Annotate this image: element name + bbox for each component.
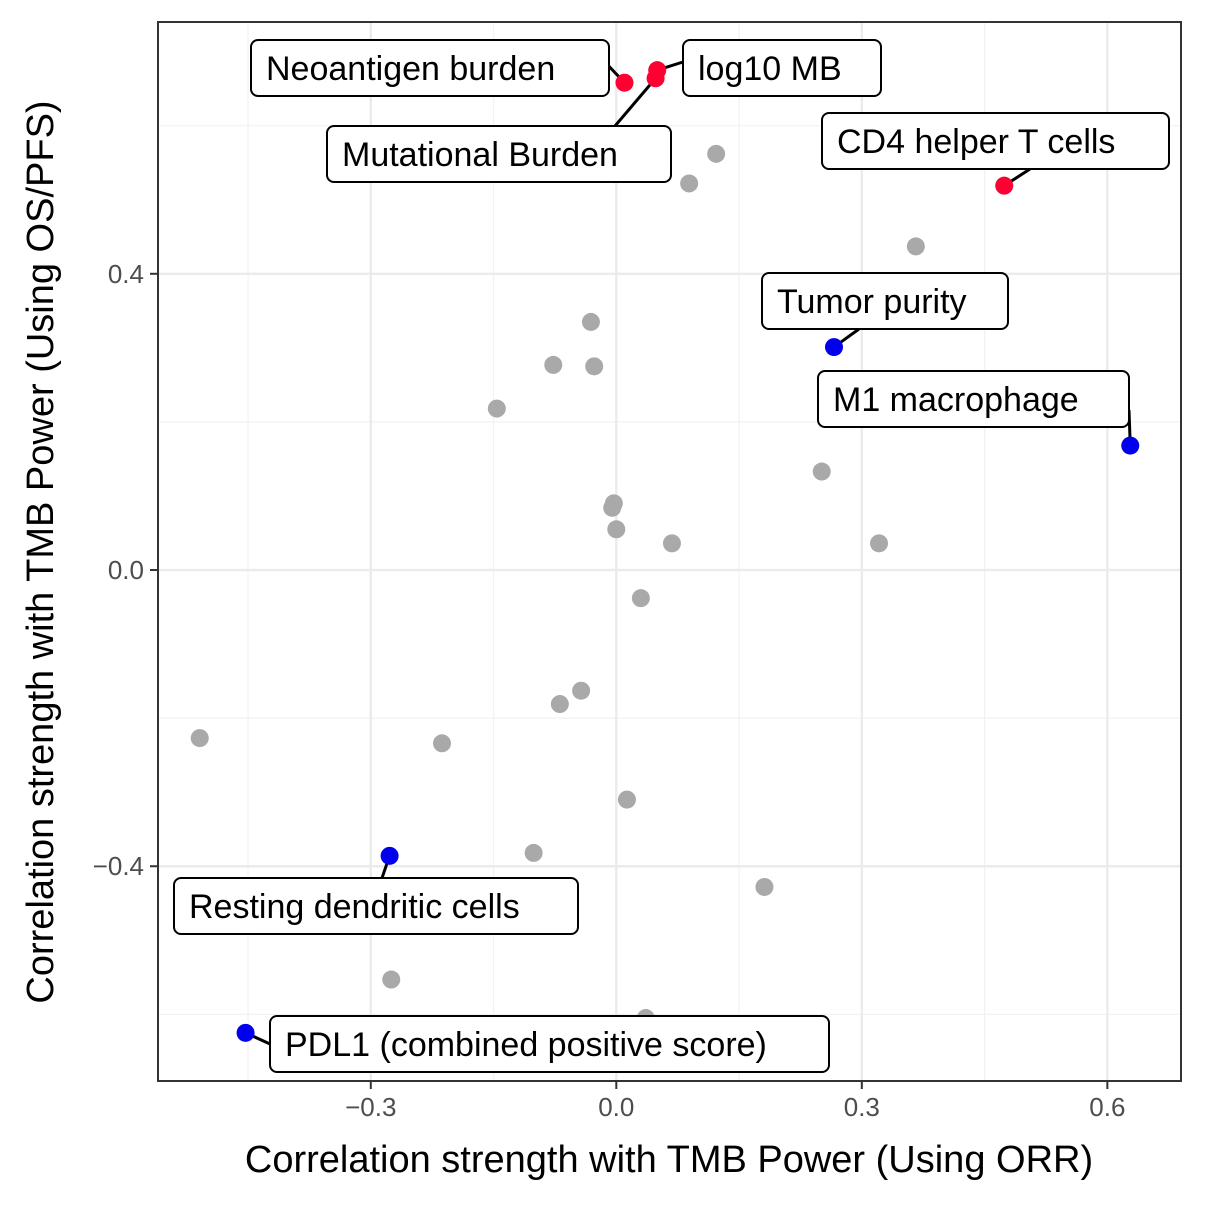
data-point bbox=[607, 520, 626, 539]
point-label-text: Neoantigen burden bbox=[266, 50, 555, 88]
point-label-text: Resting dendritic cells bbox=[189, 888, 520, 926]
data-point bbox=[680, 174, 699, 193]
data-points bbox=[190, 61, 1140, 1042]
point-label-box bbox=[761, 272, 1009, 330]
point-labels: Neoantigen burden log10 MB Mutational Burd… bbox=[173, 39, 1170, 1073]
data-point bbox=[432, 734, 451, 753]
highlighted-data-point bbox=[236, 1023, 255, 1042]
data-point bbox=[662, 534, 681, 553]
y-tick-label: 0.4 bbox=[108, 259, 144, 289]
point-label-text: Mutational Burden bbox=[342, 136, 618, 174]
point-label-box bbox=[817, 370, 1130, 428]
data-point bbox=[755, 877, 774, 896]
label-connectors bbox=[250, 60, 1132, 1046]
data-point bbox=[707, 144, 726, 163]
point-label-text: log10 MB bbox=[698, 50, 842, 88]
data-point bbox=[382, 970, 401, 989]
data-point bbox=[572, 681, 591, 700]
x-tick-label: 0.3 bbox=[844, 1092, 880, 1122]
data-point bbox=[544, 355, 563, 374]
point-label-box bbox=[250, 39, 610, 97]
point-label-text: PDL1 (combined positive score) bbox=[285, 1026, 767, 1064]
data-point bbox=[190, 729, 209, 748]
label-connector bbox=[837, 327, 860, 345]
highlighted-data-point bbox=[646, 69, 665, 88]
label-connector bbox=[613, 81, 653, 127]
point-label: PDL1 (combined positive score) bbox=[269, 1015, 830, 1073]
x-axis: −0.3 0.0 0.3 0.6 bbox=[345, 1081, 1125, 1122]
data-point bbox=[617, 790, 636, 809]
point-label-box bbox=[821, 112, 1170, 170]
highlighted-data-point bbox=[824, 338, 843, 357]
point-label-box bbox=[173, 877, 579, 935]
point-label-box bbox=[269, 1015, 830, 1073]
data-point bbox=[603, 498, 622, 517]
data-point bbox=[550, 695, 569, 714]
point-label: log10 MB bbox=[682, 39, 882, 97]
point-label: Tumor purity bbox=[761, 272, 1009, 330]
highlighted-data-point bbox=[1121, 436, 1140, 455]
y-tick-label: −0.4 bbox=[93, 851, 144, 881]
point-label-text: Tumor purity bbox=[777, 283, 967, 321]
point-label-box bbox=[682, 39, 882, 97]
data-point bbox=[524, 843, 543, 862]
point-label: Neoantigen burden bbox=[250, 39, 610, 97]
highlighted-data-point bbox=[995, 176, 1014, 195]
plot-panel-border bbox=[157, 21, 1182, 1082]
data-point bbox=[906, 237, 925, 256]
data-point bbox=[631, 589, 650, 608]
data-point bbox=[585, 357, 604, 376]
point-label: Resting dendritic cells bbox=[173, 877, 579, 935]
data-point bbox=[812, 462, 831, 481]
x-tick-label: −0.3 bbox=[345, 1092, 396, 1122]
label-connector bbox=[1008, 167, 1031, 184]
x-tick-label: 0.0 bbox=[598, 1092, 634, 1122]
y-axis: −0.4 0.0 0.4 bbox=[93, 259, 158, 881]
point-label-box bbox=[326, 125, 672, 183]
y-axis-title: Correlation strength with TMB Power (Usi… bbox=[20, 100, 62, 1003]
data-point bbox=[487, 399, 506, 418]
y-tick-label: 0.0 bbox=[108, 555, 144, 585]
x-axis-title: Correlation strength with TMB Power (Usi… bbox=[245, 1139, 1093, 1181]
highlighted-data-point bbox=[615, 73, 634, 92]
data-point bbox=[870, 534, 889, 553]
x-tick-label: 0.6 bbox=[1089, 1092, 1125, 1122]
point-label-text: CD4 helper T cells bbox=[837, 123, 1115, 161]
data-point bbox=[581, 312, 600, 331]
label-connector bbox=[662, 60, 684, 70]
point-label: M1 macrophage bbox=[817, 370, 1130, 428]
highlighted-data-point bbox=[380, 846, 399, 865]
label-connector bbox=[250, 1033, 271, 1046]
point-label: Mutational Burden bbox=[326, 125, 672, 183]
point-label-text: M1 macrophage bbox=[833, 381, 1079, 419]
major-gridlines bbox=[158, 22, 1181, 1081]
point-label: CD4 helper T cells bbox=[821, 112, 1170, 170]
